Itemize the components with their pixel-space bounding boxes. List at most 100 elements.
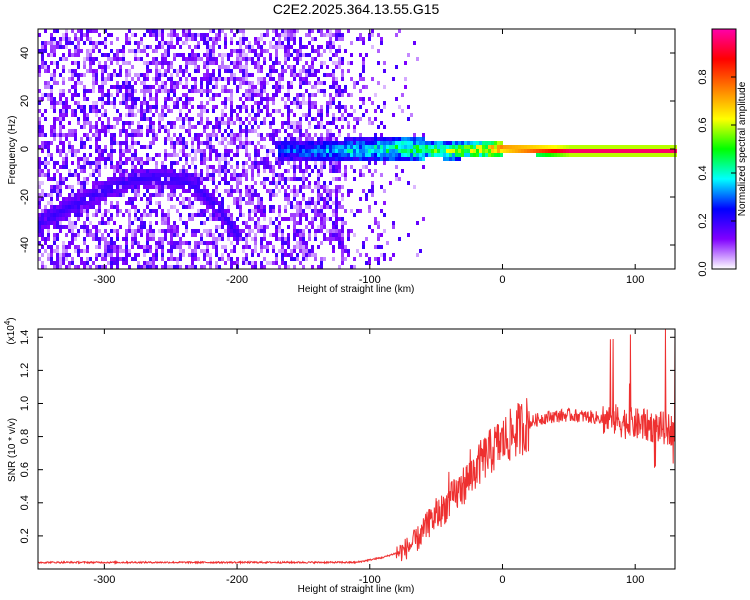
heatmap-cell [212, 177, 215, 181]
heatmap-cell [179, 185, 182, 189]
heatmap-cell [398, 137, 401, 141]
heatmap-cell [167, 185, 170, 189]
heatmap-cell [44, 157, 47, 161]
heatmap-cell [65, 33, 68, 37]
heatmap-cell [299, 37, 302, 41]
snr-y-axis-label: SNR (10 * v/v) [7, 418, 18, 482]
heatmap-cell [347, 145, 350, 149]
heatmap-cell [53, 61, 56, 65]
heatmap-cell [200, 121, 203, 125]
heatmap-cell [164, 81, 167, 85]
heatmap-cell [359, 145, 362, 149]
heatmap-cell [68, 133, 71, 137]
heatmap-cell [161, 257, 164, 261]
heatmap-cell [347, 233, 350, 237]
heatmap-cell [506, 145, 509, 149]
heatmap-cell [218, 37, 221, 41]
heatmap-cell [236, 261, 239, 265]
heatmap-cell [281, 261, 284, 265]
heatmap-cell [386, 157, 389, 161]
heatmap-cell [167, 49, 170, 53]
heatmap-cell [623, 145, 626, 149]
heatmap-cell [566, 149, 569, 153]
heatmap-cell [188, 57, 191, 61]
heatmap-cell [104, 265, 107, 269]
heatmap-cell [293, 145, 296, 149]
heatmap-cell [185, 93, 188, 97]
heatmap-cell [140, 217, 143, 221]
heatmap-cell [314, 73, 317, 77]
heatmap-cell [170, 233, 173, 237]
heatmap-cell [86, 157, 89, 161]
heatmap-cell [80, 261, 83, 265]
heatmap-cell [128, 149, 131, 153]
heatmap-cell [371, 137, 374, 141]
heatmap-cell [170, 125, 173, 129]
heatmap-cell [161, 221, 164, 225]
heatmap-cell [299, 41, 302, 45]
heatmap-cell [302, 153, 305, 157]
heatmap-cell [134, 81, 137, 85]
heatmap-cell [188, 189, 191, 193]
heatmap-cell [191, 125, 194, 129]
heatmap-cell [344, 105, 347, 109]
heatmap-cell [410, 153, 413, 157]
heatmap-cell [338, 189, 341, 193]
heatmap-cell [407, 137, 410, 141]
heatmap-cell [203, 209, 206, 213]
heatmap-cell [41, 57, 44, 61]
heatmap-cell [41, 145, 44, 149]
heatmap-cell [89, 257, 92, 261]
heatmap-cell [635, 149, 638, 153]
heatmap-cell [164, 129, 167, 133]
heatmap-cell [200, 117, 203, 121]
heatmap-cell [392, 157, 395, 161]
heatmap-cell [170, 97, 173, 101]
heatmap-cell [89, 121, 92, 125]
heatmap-cell [329, 189, 332, 193]
heatmap-cell [134, 49, 137, 53]
heatmap-cell [335, 157, 338, 161]
heatmap-cell [227, 225, 230, 229]
heatmap-cell [329, 29, 332, 33]
heatmap-cell [110, 141, 113, 145]
heatmap-cell [344, 173, 347, 177]
heatmap-cell [263, 85, 266, 89]
heatmap-cell [107, 33, 110, 37]
heatmap-cell [56, 133, 59, 137]
heatmap-cell [293, 121, 296, 125]
heatmap-cell [602, 145, 605, 149]
heatmap-cell [293, 141, 296, 145]
heatmap-cell [59, 57, 62, 61]
heatmap-cell [146, 109, 149, 113]
heatmap-cell [95, 69, 98, 73]
heatmap-cell [230, 229, 233, 233]
heatmap-cell [248, 89, 251, 93]
heatmap-cell [323, 201, 326, 205]
heatmap-cell [314, 105, 317, 109]
heatmap-cell [656, 149, 659, 153]
heatmap-cell [563, 149, 566, 153]
heatmap-cell [317, 29, 320, 33]
heatmap-cell [59, 73, 62, 77]
heatmap-cell [422, 217, 425, 221]
heatmap-cell [320, 109, 323, 113]
heatmap-cell [254, 37, 257, 41]
heatmap-cell [230, 257, 233, 261]
heatmap-cell [191, 193, 194, 197]
heatmap-cell [164, 165, 167, 169]
heatmap-cell [230, 141, 233, 145]
heatmap-cell [479, 145, 482, 149]
heatmap-cell [89, 89, 92, 93]
heatmap-cell [95, 253, 98, 257]
heatmap-cell [41, 181, 44, 185]
heatmap-cell [86, 261, 89, 265]
heatmap-cell [320, 153, 323, 157]
heatmap-cell [185, 101, 188, 105]
heatmap-cell [518, 145, 521, 149]
heatmap-cell [269, 169, 272, 173]
heatmap-cell [278, 73, 281, 77]
heatmap-cell [377, 61, 380, 65]
heatmap-cell [581, 149, 584, 153]
heatmap-cell [299, 45, 302, 49]
